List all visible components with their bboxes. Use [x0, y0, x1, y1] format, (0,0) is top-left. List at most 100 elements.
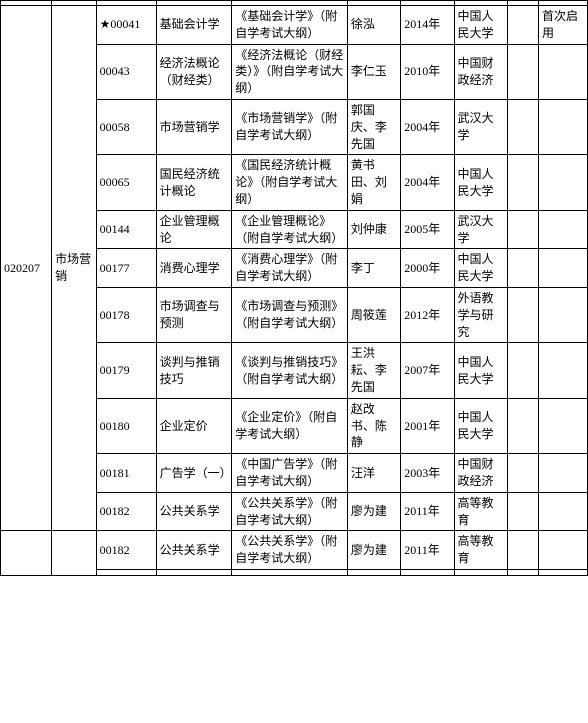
cell-publisher: 中国财政经济 — [454, 454, 507, 493]
cell-blank — [507, 398, 538, 453]
cell-code: 00177 — [96, 249, 156, 288]
cell-publisher: 高等教育 — [454, 492, 507, 531]
cell-blank — [507, 210, 538, 249]
cell-note — [539, 398, 588, 453]
cell-code: 00180 — [96, 398, 156, 453]
cell-course: 经济法概论（财经类） — [156, 44, 232, 99]
cell-blank — [507, 287, 538, 342]
cell-author: 徐泓 — [347, 6, 400, 45]
cell-author: 周筱莲 — [347, 287, 400, 342]
table-row: 020207 市场营销 ★00041 基础会计学 《基础会计学》（附自学考试大纲… — [1, 6, 588, 45]
cell-author: 黄书田、刘娟 — [347, 155, 400, 210]
cell-blank — [507, 249, 538, 288]
cell-blank — [507, 531, 538, 570]
cell-course: 消费心理学 — [156, 249, 232, 288]
cell-publisher: 武汉大学 — [454, 99, 507, 154]
cell-code: ★00041 — [96, 6, 156, 45]
cell-note — [539, 287, 588, 342]
cell-note — [539, 343, 588, 398]
cell-author: 李丁 — [347, 249, 400, 288]
cell-textbook: 《市场调查与预测》（附自学考试大纲） — [232, 287, 348, 342]
cell-textbook: 《公共关系学》（附自学考试大纲） — [232, 531, 348, 570]
cell-code: 00182 — [96, 531, 156, 570]
cell-year: 2007年 — [401, 343, 454, 398]
cell-year: 2004年 — [401, 155, 454, 210]
cell-textbook: 《国民经济统计概论》（附自学考试大纲） — [232, 155, 348, 210]
cell-textbook: 《市场营销学》（附自学考试大纲） — [232, 99, 348, 154]
cell-publisher: 中国财政经济 — [454, 44, 507, 99]
cell-year: 2011年 — [401, 492, 454, 531]
cell-course: 国民经济统计概论 — [156, 155, 232, 210]
cell-course: 市场调查与预测 — [156, 287, 232, 342]
cell-major-code: 020207 — [1, 6, 52, 531]
cell-author: 王洪耘、李先国 — [347, 343, 400, 398]
cell-blank — [507, 454, 538, 493]
cell-code: 00043 — [96, 44, 156, 99]
cell-textbook: 《消费心理学》（附自学考试大纲） — [232, 249, 348, 288]
cell-course: 企业定价 — [156, 398, 232, 453]
cell-note — [539, 155, 588, 210]
cell-year: 2004年 — [401, 99, 454, 154]
cell-year: 2003年 — [401, 454, 454, 493]
cell-textbook: 《企业定价》（附自学考试大纲） — [232, 398, 348, 453]
cell-publisher: 武汉大学 — [454, 210, 507, 249]
cell-textbook: 《企业管理概论》（附自学考试大纲） — [232, 210, 348, 249]
cell-note — [539, 210, 588, 249]
cell-author: 廖为建 — [347, 531, 400, 570]
cell-blank — [507, 492, 538, 531]
cell-blank — [507, 343, 538, 398]
cell-code: 00178 — [96, 287, 156, 342]
cell-textbook: 《公共关系学》（附自学考试大纲） — [232, 492, 348, 531]
cell-note — [539, 454, 588, 493]
cell-code: 00181 — [96, 454, 156, 493]
cell-author: 汪洋 — [347, 454, 400, 493]
cell-course: 广告学（一） — [156, 454, 232, 493]
cell-course: 公共关系学 — [156, 531, 232, 570]
cell-note — [539, 492, 588, 531]
cell-code: 00179 — [96, 343, 156, 398]
cell-course: 公共关系学 — [156, 492, 232, 531]
cell-blank — [507, 99, 538, 154]
cell-course: 企业管理概论 — [156, 210, 232, 249]
cell-year: 2011年 — [401, 531, 454, 570]
cell-author: 赵改书、陈静 — [347, 398, 400, 453]
cell-major-name-2 — [52, 531, 96, 576]
cell-blank — [507, 155, 538, 210]
cell-publisher: 外语教学与研究 — [454, 287, 507, 342]
cell-year: 2000年 — [401, 249, 454, 288]
cell-author: 刘仲康 — [347, 210, 400, 249]
cell-year: 2014年 — [401, 6, 454, 45]
cell-textbook: 《基础会计学》（附自学考试大纲） — [232, 6, 348, 45]
cell-year: 2001年 — [401, 398, 454, 453]
cell-code: 00058 — [96, 99, 156, 154]
cell-course: 基础会计学 — [156, 6, 232, 45]
cell-note — [539, 44, 588, 99]
cell-note — [539, 99, 588, 154]
cell-major-name: 市场营销 — [52, 6, 96, 531]
cell-textbook: 《谈判与推销技巧》（附自学考试大纲） — [232, 343, 348, 398]
cell-blank — [507, 44, 538, 99]
cell-year: 2012年 — [401, 287, 454, 342]
cell-note: 首次启用 — [539, 6, 588, 45]
cell-note — [539, 531, 588, 570]
cell-textbook: 《经济法概论（财经类）》（附自学考试大纲） — [232, 44, 348, 99]
cell-author: 郭国庆、李先国 — [347, 99, 400, 154]
cell-publisher: 中国人民大学 — [454, 155, 507, 210]
cell-major-code-2 — [1, 531, 52, 576]
cell-note — [539, 249, 588, 288]
cell-publisher: 中国人民大学 — [454, 249, 507, 288]
cell-publisher: 中国人民大学 — [454, 6, 507, 45]
cell-blank — [507, 6, 538, 45]
cell-year: 2005年 — [401, 210, 454, 249]
cell-author: 廖为建 — [347, 492, 400, 531]
cell-course: 市场营销学 — [156, 99, 232, 154]
cell-author: 李仁玉 — [347, 44, 400, 99]
table-row: 00182 公共关系学 《公共关系学》（附自学考试大纲） 廖为建 2011年 高… — [1, 531, 588, 570]
cell-year: 2010年 — [401, 44, 454, 99]
cell-code: 00182 — [96, 492, 156, 531]
cell-code: 00065 — [96, 155, 156, 210]
cell-textbook: 《中国广告学》（附自学考试大纲） — [232, 454, 348, 493]
cell-publisher: 中国人民大学 — [454, 398, 507, 453]
cell-publisher: 中国人民大学 — [454, 343, 507, 398]
cell-publisher: 高等教育 — [454, 531, 507, 570]
